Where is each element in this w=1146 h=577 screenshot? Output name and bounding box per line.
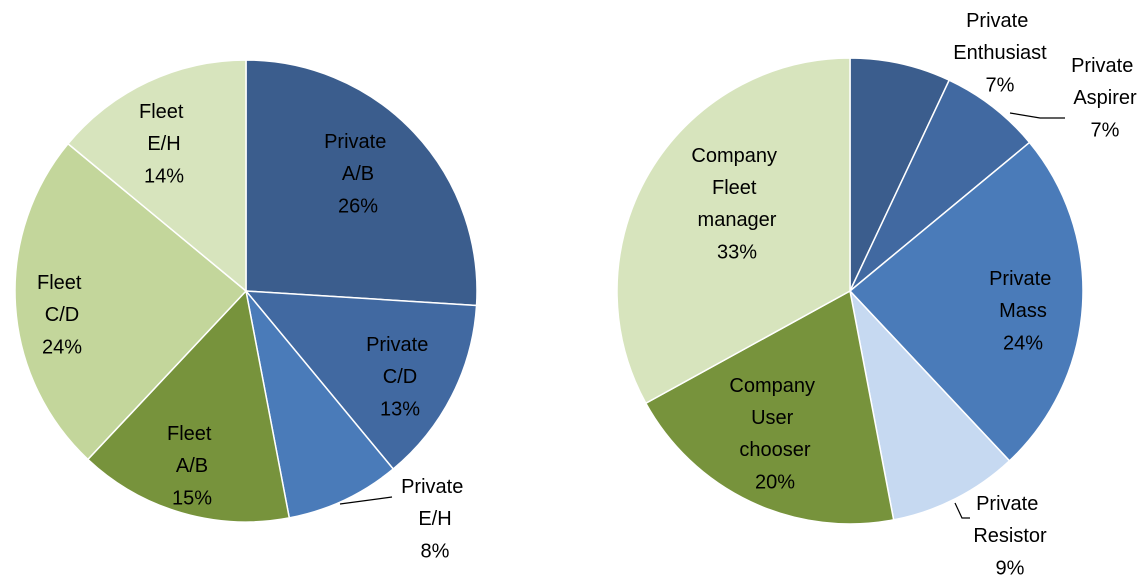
slice-label: Private A/B [324,131,392,185]
slice-label: Private Mass [989,268,1057,322]
pie-slice [245,290,395,519]
pie-slice [848,141,1084,462]
slice-label: Private Enthusiast [953,10,1047,64]
value-label: 24% [42,336,82,358]
value-label: 33% [717,241,757,263]
pie-slice [14,142,248,461]
slice-label: Fleet A/B [167,423,217,477]
slice-label: Private E/H [401,476,469,530]
pie-slice [849,57,951,292]
value-label: 8% [421,540,450,562]
value-label: 14% [144,165,184,187]
pie-slice [86,289,291,523]
leader-line [1009,112,1065,119]
value-label: 7% [986,74,1015,96]
slice-label: Company Fleet manager [691,145,782,231]
slice-label: Fleet C/D [37,272,87,326]
value-label: 15% [172,487,212,509]
value-label: 26% [338,195,378,217]
leader-line [339,496,393,505]
slice-label: Private C/D [366,334,434,388]
pie-slice [244,290,478,471]
pie-slice [616,57,851,405]
leader-line [954,502,970,519]
slice-label: Company User chooser [729,375,820,461]
slice-label: Private Resistor [973,493,1047,547]
slice-label: Private Aspirer [1071,55,1139,109]
value-label: 9% [996,557,1025,577]
pie-slice [848,288,1011,521]
slice-label: Fleet E/H [139,101,189,155]
value-label: 20% [755,471,795,493]
pie-slice [245,59,478,307]
pie-slice [66,59,247,293]
value-label: 7% [1091,119,1120,141]
value-label: 13% [380,398,420,420]
pie-slice [849,79,1031,292]
pie-slice [644,289,895,525]
value-label: 24% [1003,332,1043,354]
